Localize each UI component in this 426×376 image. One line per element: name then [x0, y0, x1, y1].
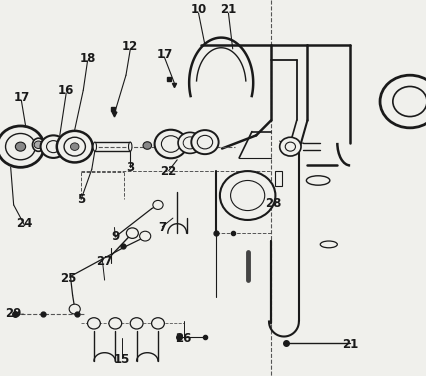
- Circle shape: [46, 141, 60, 153]
- Circle shape: [279, 137, 300, 156]
- Ellipse shape: [320, 241, 337, 248]
- Circle shape: [130, 318, 143, 329]
- Circle shape: [230, 180, 264, 211]
- Text: 16: 16: [58, 84, 74, 97]
- Text: 7: 7: [158, 221, 166, 234]
- Circle shape: [139, 231, 150, 241]
- Circle shape: [70, 143, 79, 150]
- Text: 22: 22: [160, 165, 176, 177]
- Circle shape: [34, 141, 43, 149]
- Text: 3: 3: [126, 161, 134, 174]
- Text: 17: 17: [156, 48, 172, 61]
- Ellipse shape: [32, 138, 44, 152]
- Text: 10: 10: [190, 3, 206, 16]
- Circle shape: [87, 318, 100, 329]
- Circle shape: [379, 75, 426, 128]
- Text: 28: 28: [265, 197, 281, 209]
- Ellipse shape: [93, 142, 96, 151]
- Circle shape: [392, 86, 426, 117]
- Circle shape: [219, 171, 275, 220]
- Circle shape: [6, 133, 35, 160]
- Circle shape: [126, 228, 138, 238]
- Text: 25: 25: [60, 272, 76, 285]
- Circle shape: [15, 142, 26, 151]
- Circle shape: [154, 130, 187, 158]
- Text: 15: 15: [113, 353, 130, 365]
- Circle shape: [197, 135, 212, 149]
- Circle shape: [191, 130, 218, 154]
- Text: 12: 12: [122, 41, 138, 53]
- Text: 17: 17: [13, 91, 29, 104]
- Text: 27: 27: [96, 255, 112, 268]
- Circle shape: [161, 136, 180, 152]
- Text: 18: 18: [79, 52, 95, 65]
- Text: 5: 5: [77, 193, 85, 206]
- Circle shape: [285, 142, 295, 151]
- Circle shape: [143, 142, 151, 149]
- Text: 9: 9: [111, 230, 119, 243]
- Text: 29: 29: [6, 308, 22, 320]
- Text: 21: 21: [220, 3, 236, 16]
- Text: 21: 21: [341, 338, 357, 350]
- Circle shape: [40, 135, 66, 158]
- Circle shape: [0, 126, 44, 167]
- Circle shape: [69, 304, 80, 314]
- Text: 24: 24: [17, 217, 33, 230]
- Ellipse shape: [128, 142, 132, 151]
- Circle shape: [151, 318, 164, 329]
- Circle shape: [109, 318, 121, 329]
- Circle shape: [178, 132, 201, 153]
- Circle shape: [57, 131, 92, 162]
- Text: 26: 26: [175, 332, 191, 345]
- Bar: [275, 171, 281, 186]
- Ellipse shape: [306, 176, 329, 185]
- Circle shape: [153, 200, 163, 209]
- Circle shape: [64, 137, 85, 156]
- Circle shape: [183, 137, 196, 149]
